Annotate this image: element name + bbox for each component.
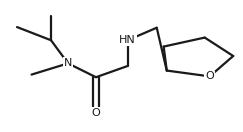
Text: O: O (92, 108, 100, 118)
Text: HN: HN (119, 35, 136, 45)
Text: O: O (205, 71, 214, 81)
Text: N: N (64, 58, 72, 68)
